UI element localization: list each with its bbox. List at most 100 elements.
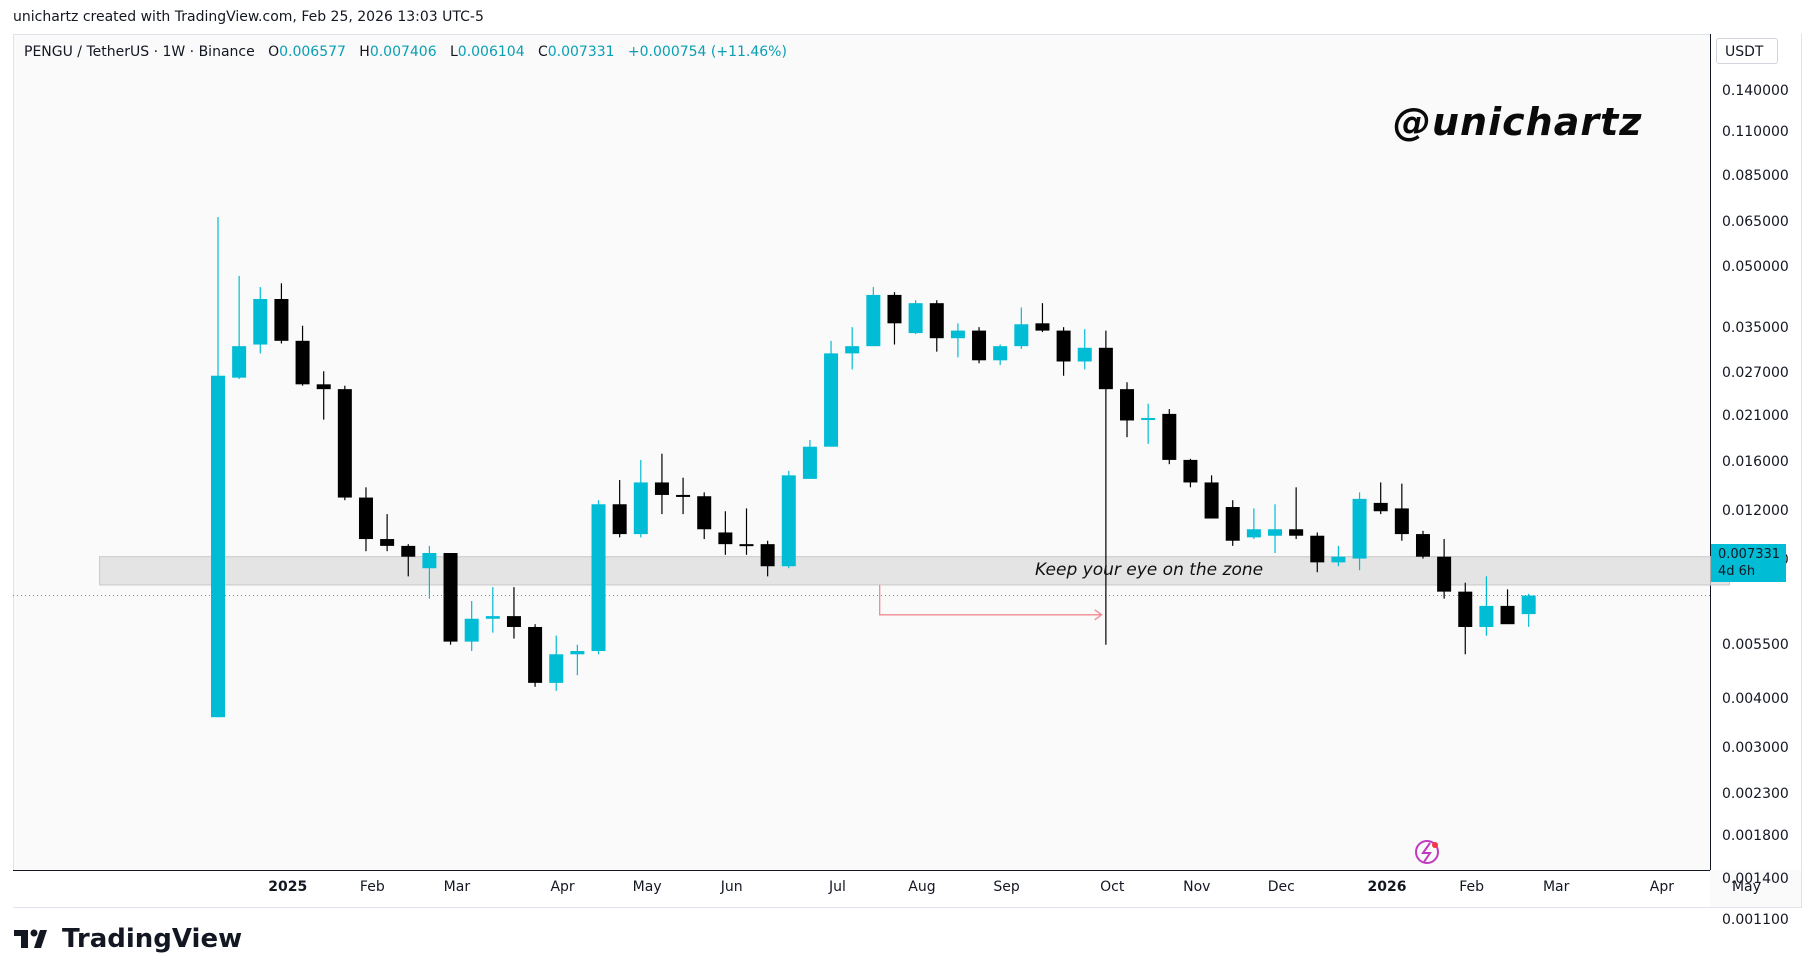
candle-body xyxy=(401,545,416,557)
candle-body xyxy=(845,346,860,354)
price-tick-label: 0.027000 xyxy=(1722,364,1789,381)
candle-body xyxy=(1141,417,1156,420)
candle-body xyxy=(929,303,944,339)
candle-body xyxy=(1458,591,1473,627)
last-price-tag: 0.007331 4d 6h xyxy=(1711,544,1786,582)
price-tick-label: 0.035000 xyxy=(1722,320,1789,337)
candle-body xyxy=(211,375,225,718)
time-tick-label: Aug xyxy=(908,879,936,895)
candle-body xyxy=(274,298,289,341)
time-tick-label: Mar xyxy=(443,879,471,895)
candle-body xyxy=(1352,498,1367,559)
time-axis[interactable] xyxy=(13,870,1710,907)
time-tick-label: Jul xyxy=(828,879,846,895)
candle-body xyxy=(253,298,268,345)
candle-body xyxy=(612,504,627,535)
price-tick-label: 0.016000 xyxy=(1722,454,1789,471)
bar-countdown: 4d 6h xyxy=(1718,564,1756,579)
candle-body xyxy=(697,496,712,530)
candle-body xyxy=(528,626,543,683)
legend-open-label: O xyxy=(268,44,280,60)
lightning-icon[interactable] xyxy=(1415,840,1439,864)
notification-dot xyxy=(1432,842,1438,848)
candle-body xyxy=(295,340,310,385)
candle-body xyxy=(654,482,669,495)
candle-body xyxy=(506,616,521,627)
annotation-arrow-head xyxy=(1094,609,1103,621)
price-tick-label: 0.001100 xyxy=(1722,912,1789,928)
price-tick-label: 0.005500 xyxy=(1722,636,1789,653)
price-tick-label: 0.001400 xyxy=(1722,870,1789,887)
candle-body xyxy=(1268,529,1282,536)
price-tick-label: 0.110000 xyxy=(1722,124,1789,141)
chart-credit: unichartz created with TradingView.com, … xyxy=(13,9,484,25)
candle-body xyxy=(1225,507,1240,541)
candle-body xyxy=(887,294,902,324)
candle-body xyxy=(824,353,839,447)
lightning-bolt xyxy=(1421,842,1432,863)
price-tick-label: 0.085000 xyxy=(1722,168,1789,185)
time-tick-label: Apr xyxy=(550,879,575,895)
candle-body xyxy=(1056,330,1071,362)
chart-frame xyxy=(13,34,1802,908)
time-tick-label: Sep xyxy=(993,879,1020,895)
candle-body xyxy=(549,654,564,683)
price-tick-label: 0.004000 xyxy=(1722,691,1789,708)
price-axis[interactable] xyxy=(1710,34,1801,870)
candle-body xyxy=(802,446,817,479)
candle-body xyxy=(1373,502,1388,512)
price-tick-label: 0.140000 xyxy=(1722,83,1789,99)
currency-unit-button[interactable]: USDT xyxy=(1716,38,1778,64)
zone-annotation[interactable]: Keep your eye on the zone xyxy=(1035,560,1264,580)
candle-body xyxy=(866,294,881,347)
price-tick-label: 0.001800 xyxy=(1722,827,1789,844)
price-tick-label: 0.050000 xyxy=(1722,259,1789,276)
candle-body xyxy=(993,346,1008,361)
legend-low-value: 0.006104 xyxy=(457,44,525,60)
candle-body xyxy=(760,544,775,567)
time-tick-label: Jun xyxy=(720,879,743,895)
legend-symbol[interactable]: PENGU / TetherUS · 1W · Binance xyxy=(24,44,255,60)
legend-open-value: 0.006577 xyxy=(279,44,346,60)
candle-body xyxy=(591,504,606,652)
candle-body xyxy=(1415,534,1430,557)
time-tick-label: May xyxy=(1731,879,1761,895)
candle-body xyxy=(739,544,754,547)
legend-change: +0.000754 (+11.46%) xyxy=(627,44,787,60)
time-tick-label: Oct xyxy=(1100,879,1125,895)
price-tick-label: 0.065000 xyxy=(1722,214,1789,231)
candle-body xyxy=(1162,413,1177,460)
candle-body xyxy=(443,553,458,642)
time-tick-label: Mar xyxy=(1542,879,1570,895)
candle-body xyxy=(908,303,923,334)
candle-body xyxy=(485,616,500,619)
candle-body xyxy=(950,330,965,339)
legend-close-label: C xyxy=(537,44,548,60)
candle-body xyxy=(1394,508,1409,535)
candle-body xyxy=(1310,535,1325,563)
price-tick-label: 0.002300 xyxy=(1722,785,1789,802)
annotation-arrow-line xyxy=(879,584,1102,616)
candle-body xyxy=(1120,389,1135,421)
last-price-value: 0.007331 xyxy=(1718,547,1781,562)
time-tick-label: 2026 xyxy=(1367,879,1407,895)
price-tick-label: 0.021000 xyxy=(1722,407,1789,424)
candle-body xyxy=(316,384,331,390)
candle-body xyxy=(781,475,796,567)
time-tick-label: Feb xyxy=(1459,879,1484,895)
time-tick-label: 2025 xyxy=(268,879,308,895)
time-tick-label: Nov xyxy=(1183,879,1211,895)
candle-body xyxy=(633,482,648,535)
ohlc-legend: PENGU / TetherUS · 1W · Binance O0.00657… xyxy=(24,44,787,60)
candle-body xyxy=(718,532,733,545)
candle-body xyxy=(337,389,352,498)
candle-body xyxy=(1014,324,1029,347)
candle-body xyxy=(380,539,395,546)
price-tick-label: 0.003000 xyxy=(1722,740,1789,757)
tradingview-logo[interactable]: TradingView xyxy=(14,924,242,954)
price-tick-label: 0.012000 xyxy=(1722,503,1789,520)
candle-body xyxy=(1500,605,1515,625)
legend-close-value: 0.007331 xyxy=(547,44,615,60)
legend-high-value: 0.007406 xyxy=(369,44,437,60)
